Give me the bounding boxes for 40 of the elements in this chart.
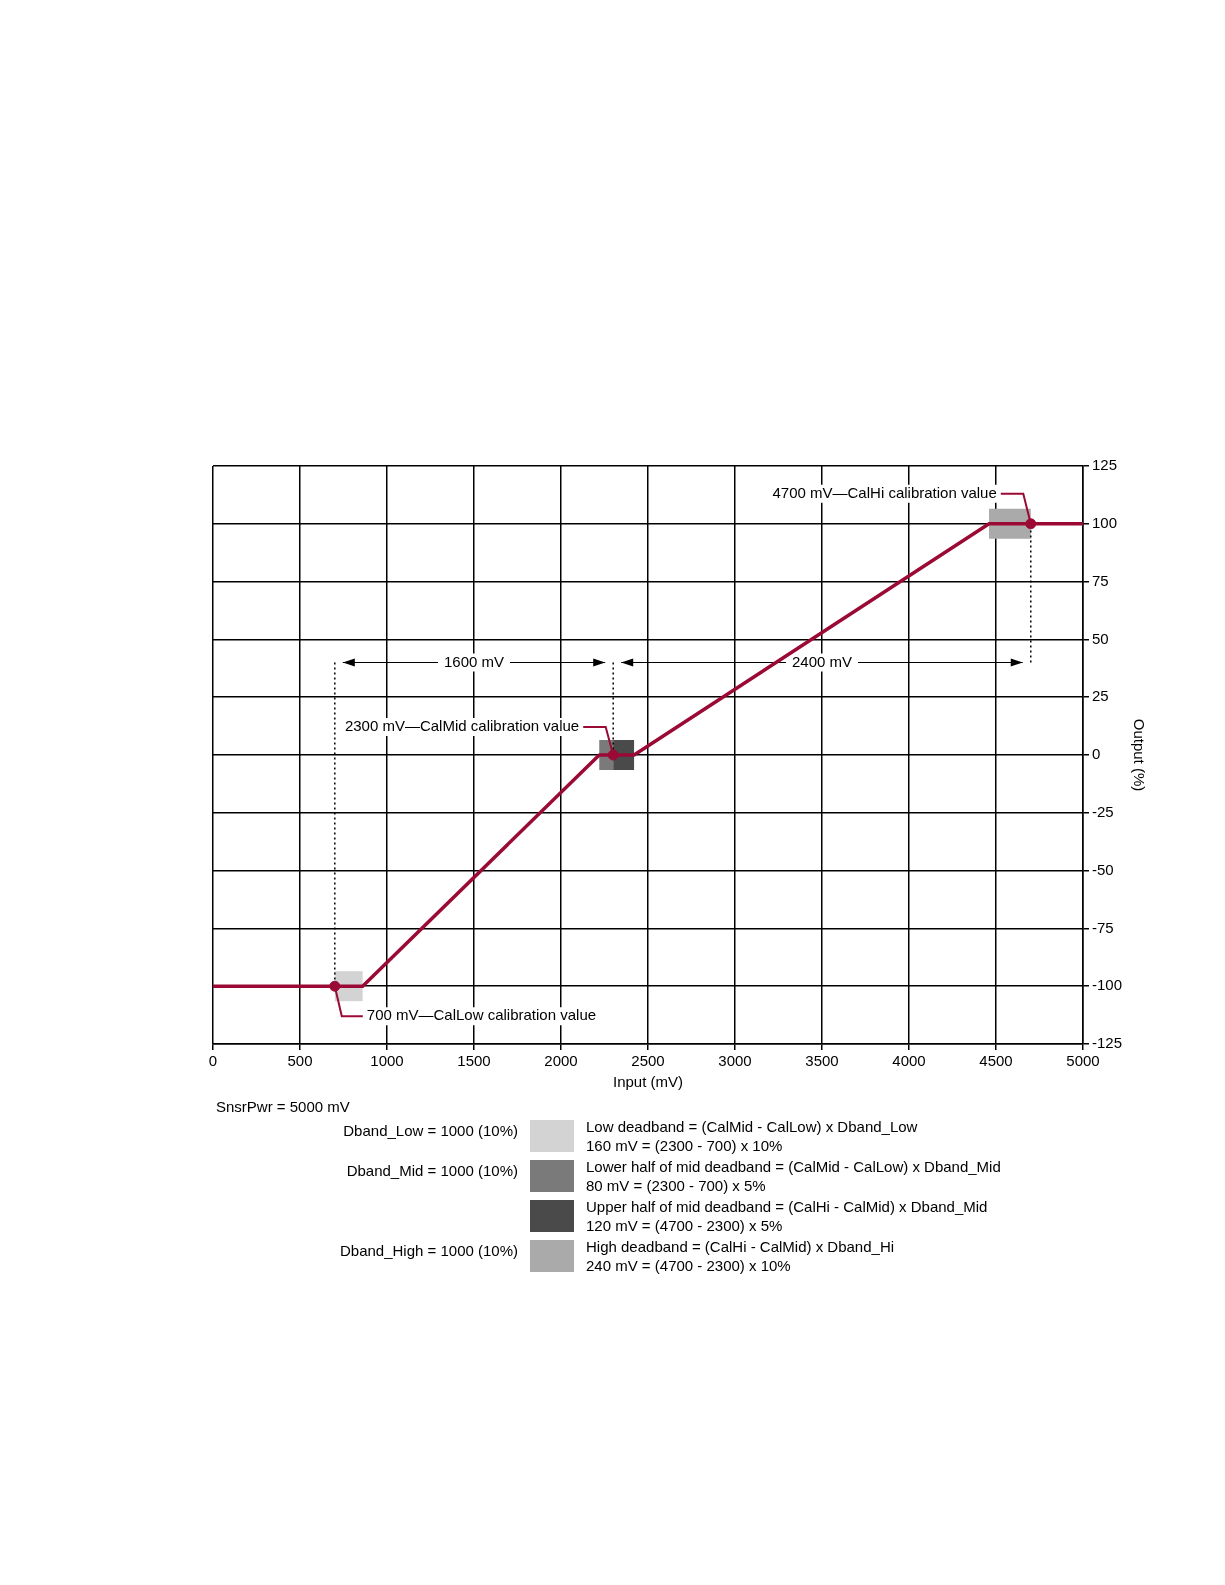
- y-tick-label: 0: [1091, 745, 1101, 763]
- text: SnsrPwr = 5000 mV: [216, 1098, 351, 1115]
- legend-label: Low deadband = (CalMid - CalLow) x Dband_Low 160 mV = (2300 - 700) x 10%: [586, 1117, 919, 1155]
- annotation: 1600 mV: [443, 652, 505, 670]
- x-tick-label: 1000: [370, 1052, 404, 1070]
- x-tick-label: 3000: [718, 1052, 752, 1070]
- text: Dband_Low = 1000 (10%): [342, 1121, 518, 1141]
- y-axis-title: Output (%): [1130, 718, 1148, 792]
- text: Dband_Mid = 1000 (10%): [345, 1161, 518, 1181]
- point: [329, 980, 341, 992]
- x-tick-label: 500: [287, 1052, 313, 1070]
- x-tick-label: 2000: [544, 1052, 578, 1070]
- x-tick-label: 5000: [1066, 1052, 1100, 1070]
- legend-label: High deadband = (CalHi - CalMid) x Dband_Hi 240 mV = (4700 - 2300) x 10%: [586, 1237, 896, 1275]
- y-tick-label: 125: [1091, 456, 1118, 474]
- y-tick-label: -25: [1091, 802, 1114, 820]
- y-tick-label: 50: [1091, 629, 1109, 647]
- y-tick-label: 100: [1091, 513, 1118, 531]
- point: [607, 749, 619, 761]
- y-tick-label: 25: [1091, 687, 1109, 705]
- x-tick-label: 0: [208, 1052, 218, 1070]
- x-tick-label: 3500: [805, 1052, 839, 1070]
- x-tick-label: 2500: [631, 1052, 665, 1070]
- point: [1025, 518, 1037, 530]
- x-tick-label: 4000: [892, 1052, 926, 1070]
- x-tick-label: 1500: [457, 1052, 491, 1070]
- y-tick-label: -50: [1091, 860, 1114, 878]
- y-tick-label: -75: [1091, 918, 1114, 936]
- annotation: 4700 mV—CalHi calibration value: [772, 483, 997, 501]
- legend-label: Upper half of mid deadband = (CalHi - CalMid) x Dband_Mid 120 mV = (4700 - 2300) x 5%: [586, 1197, 989, 1235]
- y-tick-label: -125: [1091, 1034, 1123, 1052]
- x-tick-label: 4500: [979, 1052, 1013, 1070]
- y-tick-label: -100: [1091, 976, 1123, 994]
- text: Dband_High = 1000 (10%): [338, 1241, 518, 1261]
- annotation: 2300 mV—CalMid calibration value: [344, 717, 580, 735]
- annotation: 700 mV—CalLow calibration value: [366, 1006, 597, 1024]
- x-axis-title: Input (mV): [612, 1073, 683, 1091]
- y-tick-label: 75: [1091, 571, 1109, 589]
- annotation: 2400 mV: [791, 652, 853, 670]
- legend-label: Lower half of mid deadband = (CalMid - CalLow) x Dband_Mid 80 mV = (2300 - 700) x 5%: [586, 1157, 1002, 1195]
